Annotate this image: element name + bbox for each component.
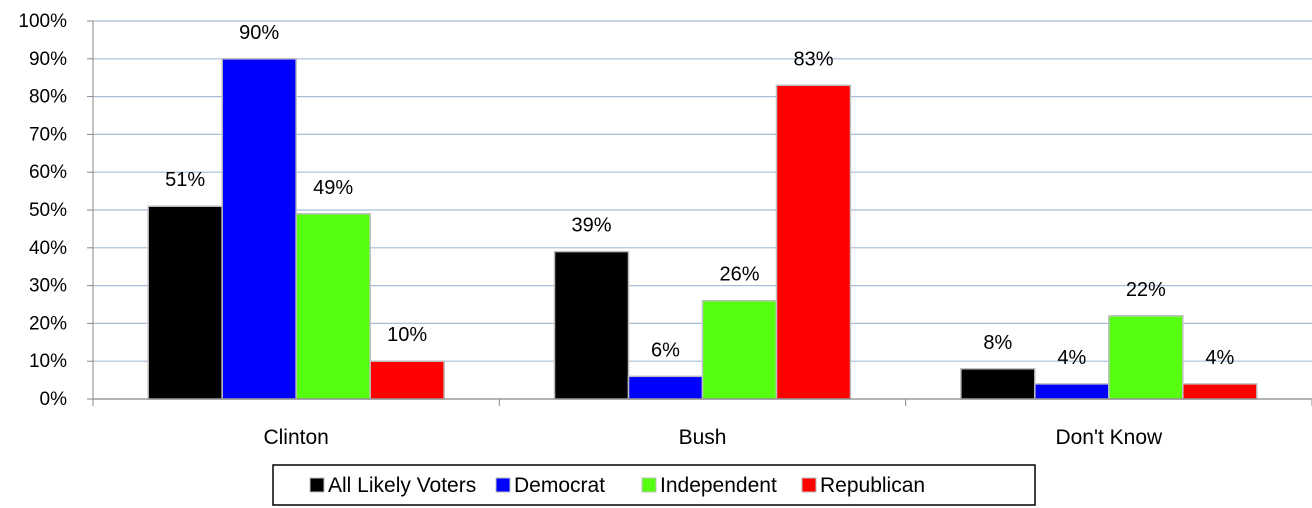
- bar-democrat-don-t-know: [1034, 383, 1110, 400]
- bar-democrat-clinton: [221, 58, 297, 400]
- legend-swatch: [309, 477, 325, 493]
- y-tick-label: 100%: [18, 11, 67, 32]
- category-label: Bush: [679, 426, 727, 449]
- y-tick-label: 60%: [29, 162, 67, 183]
- bar-all-likely-voters-clinton: [147, 205, 223, 400]
- data-label: 90%: [239, 22, 279, 44]
- legend: All Likely Voters Democrat Independent Repu…: [272, 464, 1036, 506]
- bar-all-likely-voters-bush: [553, 250, 630, 400]
- data-label: 8%: [983, 332, 1012, 354]
- data-label: 4%: [1057, 347, 1086, 369]
- data-label: 49%: [313, 177, 353, 199]
- legend-label: Democrat: [514, 474, 605, 497]
- bar-independent-clinton: [295, 213, 371, 400]
- y-tick-label: 80%: [29, 87, 67, 108]
- data-label: 22%: [1126, 279, 1166, 301]
- data-label: 10%: [387, 324, 427, 346]
- bar-democrat-bush: [627, 375, 704, 400]
- legend-swatch: [801, 477, 817, 493]
- legend-swatch: [495, 477, 511, 493]
- x-axis: [92, 21, 1312, 406]
- bar-independent-don-t-know: [1108, 315, 1184, 400]
- legend-swatch: [641, 477, 657, 493]
- bars: [147, 58, 1258, 400]
- data-label: 6%: [651, 339, 680, 361]
- data-label: 4%: [1205, 347, 1234, 369]
- data-label: 39%: [571, 215, 611, 237]
- y-axis-ticks: 0% 10% 20% 30% 40% 50% 60% 70% 80% 90% 100%: [18, 11, 93, 410]
- legend-label: Independent: [660, 474, 777, 497]
- bar-republican-bush: [775, 84, 852, 400]
- y-tick-label: 50%: [29, 200, 67, 221]
- y-tick-label: 20%: [29, 313, 67, 334]
- data-label: 51%: [165, 169, 205, 191]
- data-label: 26%: [719, 264, 759, 286]
- category-labels: Clinton Bush Don't Know: [263, 426, 1163, 449]
- bar-republican-clinton: [369, 360, 445, 400]
- y-tick-label: 70%: [29, 124, 67, 145]
- category-label: Clinton: [263, 426, 328, 449]
- y-tick-label: 90%: [29, 49, 67, 70]
- legend-label: Republican: [820, 474, 925, 497]
- bar-all-likely-voters-don-t-know: [960, 368, 1036, 400]
- data-label: 83%: [793, 48, 833, 70]
- data-labels: 51% 90% 49% 10% 39% 6% 26% 83% 8% 4% 22% 4%: [165, 22, 1234, 369]
- y-tick-label: 10%: [29, 351, 67, 372]
- category-label: Don't Know: [1055, 426, 1163, 449]
- bar-republican-don-t-know: [1182, 383, 1258, 400]
- y-tick-label: 0%: [40, 389, 68, 410]
- y-tick-label: 40%: [29, 238, 67, 259]
- legend-label: All Likely Voters: [328, 474, 476, 497]
- bar-independent-bush: [701, 299, 778, 400]
- y-tick-label: 30%: [29, 276, 67, 297]
